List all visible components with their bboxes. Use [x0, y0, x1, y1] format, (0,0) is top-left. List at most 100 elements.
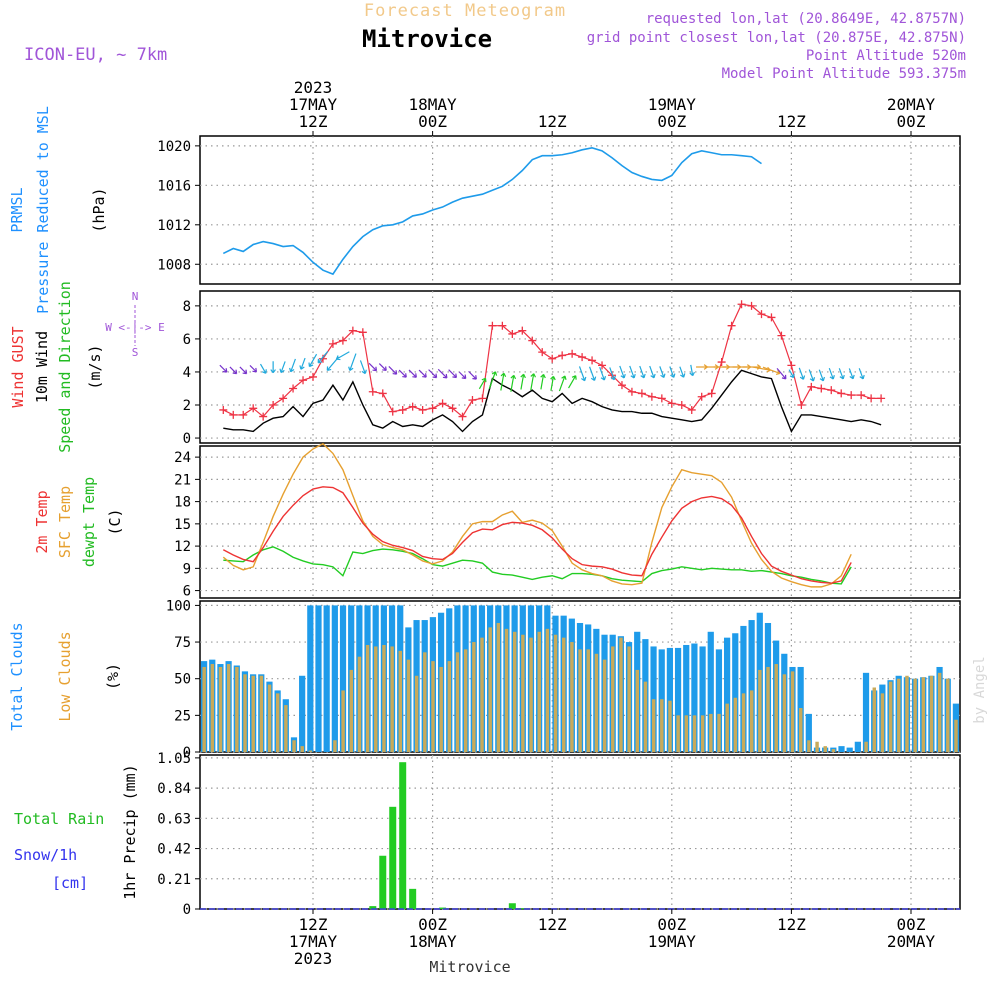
low-cloud-bar: [529, 637, 533, 752]
gust-marker: [787, 361, 796, 370]
point-altitude: Point Altitude 520m: [806, 48, 966, 64]
gust-marker: [408, 402, 417, 411]
gust-marker: [428, 404, 437, 413]
wind-direction-arrow: [289, 358, 296, 373]
wind-axis-label: Speed and Direction: [56, 281, 74, 453]
gust-marker: [328, 339, 337, 348]
total-cloud-bar: [740, 625, 747, 752]
top-time-label: 00Z: [418, 112, 447, 131]
bottom-time-label: 12Z: [299, 915, 328, 934]
wind-ytick-label: 8: [183, 299, 191, 315]
low-cloud-bar: [406, 659, 411, 752]
low-cloud-bar: [341, 690, 345, 752]
clouds-ytick-label: 0: [183, 745, 191, 761]
top-time-label: 19MAY: [648, 95, 697, 114]
bottom-time-label: 20MAY: [887, 932, 936, 951]
gust-marker: [289, 384, 298, 393]
low-cloud-bar: [463, 649, 468, 752]
total-cloud-bar: [691, 643, 698, 752]
low-cloud-bar: [480, 637, 484, 752]
wind-axis-label: Wind GUST: [9, 326, 27, 407]
low-cloud-bar: [880, 693, 885, 752]
clouds-axis-label: (%): [104, 663, 122, 690]
precip-axis-label: 1hr Precip (mm): [121, 764, 139, 899]
low-cloud-bar: [946, 678, 950, 752]
low-cloud-bar: [611, 646, 615, 752]
snow-label: Snow/1h: [14, 846, 77, 864]
wind-direction-arrow: [219, 364, 228, 373]
wind-direction-arrow: [348, 353, 357, 371]
gust-marker: [857, 391, 866, 400]
low-cloud-bar: [235, 666, 239, 752]
wind-direction-arrow: [550, 375, 556, 391]
low-cloud-bar: [790, 671, 795, 752]
gust-marker: [538, 348, 547, 357]
precip-ytick-label: 0: [183, 902, 191, 918]
total-cloud-bar: [666, 647, 673, 752]
pressure-axis-label: PRMSL: [8, 187, 26, 232]
gust-marker: [498, 321, 507, 330]
gust-marker: [309, 372, 317, 381]
gust-marker: [488, 321, 497, 330]
total-cloud-bar: [715, 649, 723, 752]
low-cloud-bar: [545, 628, 550, 752]
low-cloud-bar: [423, 652, 427, 752]
gust-marker: [717, 358, 726, 367]
total-cloud-bar: [854, 741, 861, 752]
low-cloud-bar: [431, 661, 435, 752]
low-cloud-bar: [766, 666, 770, 752]
low-cloud-bar: [635, 669, 640, 752]
pressure-axis-label: Pressure Reduced to MSL: [34, 106, 52, 314]
bottom-time-label: 18MAY: [409, 932, 458, 951]
compass-south: S: [132, 346, 139, 359]
temp-ytick-label: 12: [174, 539, 191, 555]
wind-direction-arrow: [398, 369, 407, 378]
low-cloud-bar: [954, 719, 958, 752]
low-cloud-bar: [390, 646, 394, 752]
low-cloud-bar: [684, 715, 689, 752]
low-cloud-bar: [300, 746, 304, 752]
low-cloud-bar: [815, 741, 819, 752]
super-title: Forecast Meteogram: [364, 1, 566, 21]
low-cloud-bar: [937, 672, 942, 752]
gust-marker: [677, 401, 686, 409]
low-cloud-bar: [921, 677, 926, 752]
clouds-axis-label: Total Clouds: [8, 622, 26, 730]
total-cloud-bar: [723, 637, 731, 752]
clouds-panel: 0 25 50 75 100: [166, 598, 961, 761]
wind-direction-arrow: [378, 363, 387, 372]
bottom-time-label: 2023: [294, 949, 333, 968]
gust-marker: [448, 404, 457, 413]
wind-direction-arrow: [317, 350, 329, 364]
requested-coords: requested lon,lat (20.8649E, 42.8757N): [646, 11, 966, 27]
wind-direction-arrow: [488, 371, 498, 389]
wind-direction-arrow: [270, 361, 276, 374]
gust-marker: [338, 336, 347, 345]
rain-bar: [369, 906, 377, 909]
low-cloud-bar: [414, 675, 419, 752]
low-cloud-bar: [365, 644, 370, 752]
wind-direction-arrow: [558, 375, 567, 392]
total-cloud-bar: [805, 713, 812, 752]
gust-marker: [817, 384, 826, 393]
wind-direction-arrow: [639, 365, 646, 379]
wind-direction-arrow: [500, 372, 507, 391]
low-cloud-bar: [382, 644, 386, 752]
gust-marker: [318, 354, 327, 363]
gust-marker: [269, 401, 278, 409]
low-cloud-bar: [929, 675, 934, 752]
total-cloud-bar: [299, 675, 306, 752]
gust-marker: [827, 386, 836, 395]
snow-unit-label: [cm]: [52, 874, 88, 892]
wind-direction-arrow: [798, 367, 806, 380]
low-cloud-bar: [455, 652, 460, 752]
low-cloud-bar: [472, 642, 476, 752]
bottom-time-label: 17MAY: [289, 932, 338, 951]
gust-marker: [348, 326, 357, 335]
low-cloud-bar: [799, 708, 803, 752]
total-cloud-bar: [838, 746, 845, 752]
total-cloud-bar: [339, 605, 347, 752]
rain-bar: [399, 762, 407, 909]
low-cloud-bar: [831, 749, 836, 752]
